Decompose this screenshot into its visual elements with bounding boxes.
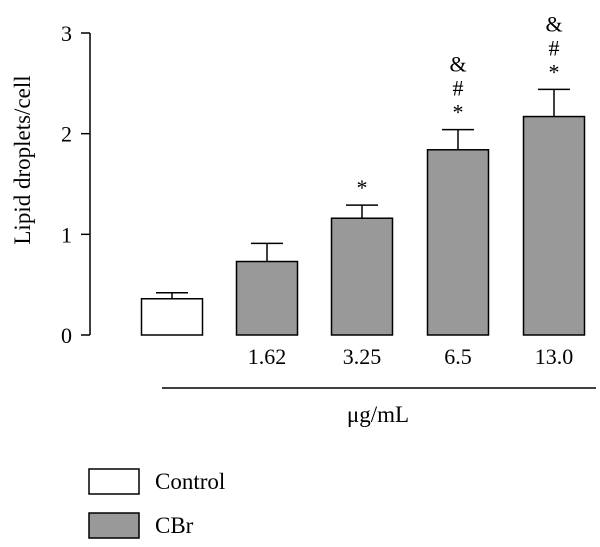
x-tick-label: 13.0 <box>535 344 574 369</box>
y-tick-label: 1 <box>61 222 72 247</box>
significance-mark: * <box>453 100 464 125</box>
y-axis: 0 1 2 3 <box>61 21 91 348</box>
bars: **#& *#& <box>140 11 586 336</box>
x-tick-labels: 1.62 3.25 6.5 13.0 <box>248 344 574 369</box>
x-axis-title: μg/mL <box>347 402 409 427</box>
bar <box>140 298 204 336</box>
bar <box>235 260 299 336</box>
x-tick-label: 6.5 <box>444 344 472 369</box>
bar <box>426 149 490 336</box>
y-axis-title: Lipid droplets/cell <box>10 75 35 244</box>
y-tick-label: 2 <box>61 122 72 147</box>
significance-mark: # <box>453 76 464 101</box>
significance-mark: & <box>545 11 562 36</box>
bar <box>522 115 586 336</box>
y-tick-label: 3 <box>61 21 72 46</box>
significance-mark: # <box>549 35 560 60</box>
bar <box>330 217 394 336</box>
significance-mark: * <box>549 59 560 84</box>
x-tick-label: 3.25 <box>343 344 382 369</box>
legend-swatch <box>88 468 140 495</box>
legend-label: CBr <box>155 513 194 538</box>
legend-swatch <box>88 512 140 539</box>
significance-mark: * <box>357 175 368 200</box>
x-tick-label: 1.62 <box>248 344 287 369</box>
significance-mark: & <box>449 52 466 77</box>
legend: Control CBr <box>88 468 225 539</box>
y-tick-label: 0 <box>61 323 72 348</box>
legend-label: Control <box>155 469 225 494</box>
